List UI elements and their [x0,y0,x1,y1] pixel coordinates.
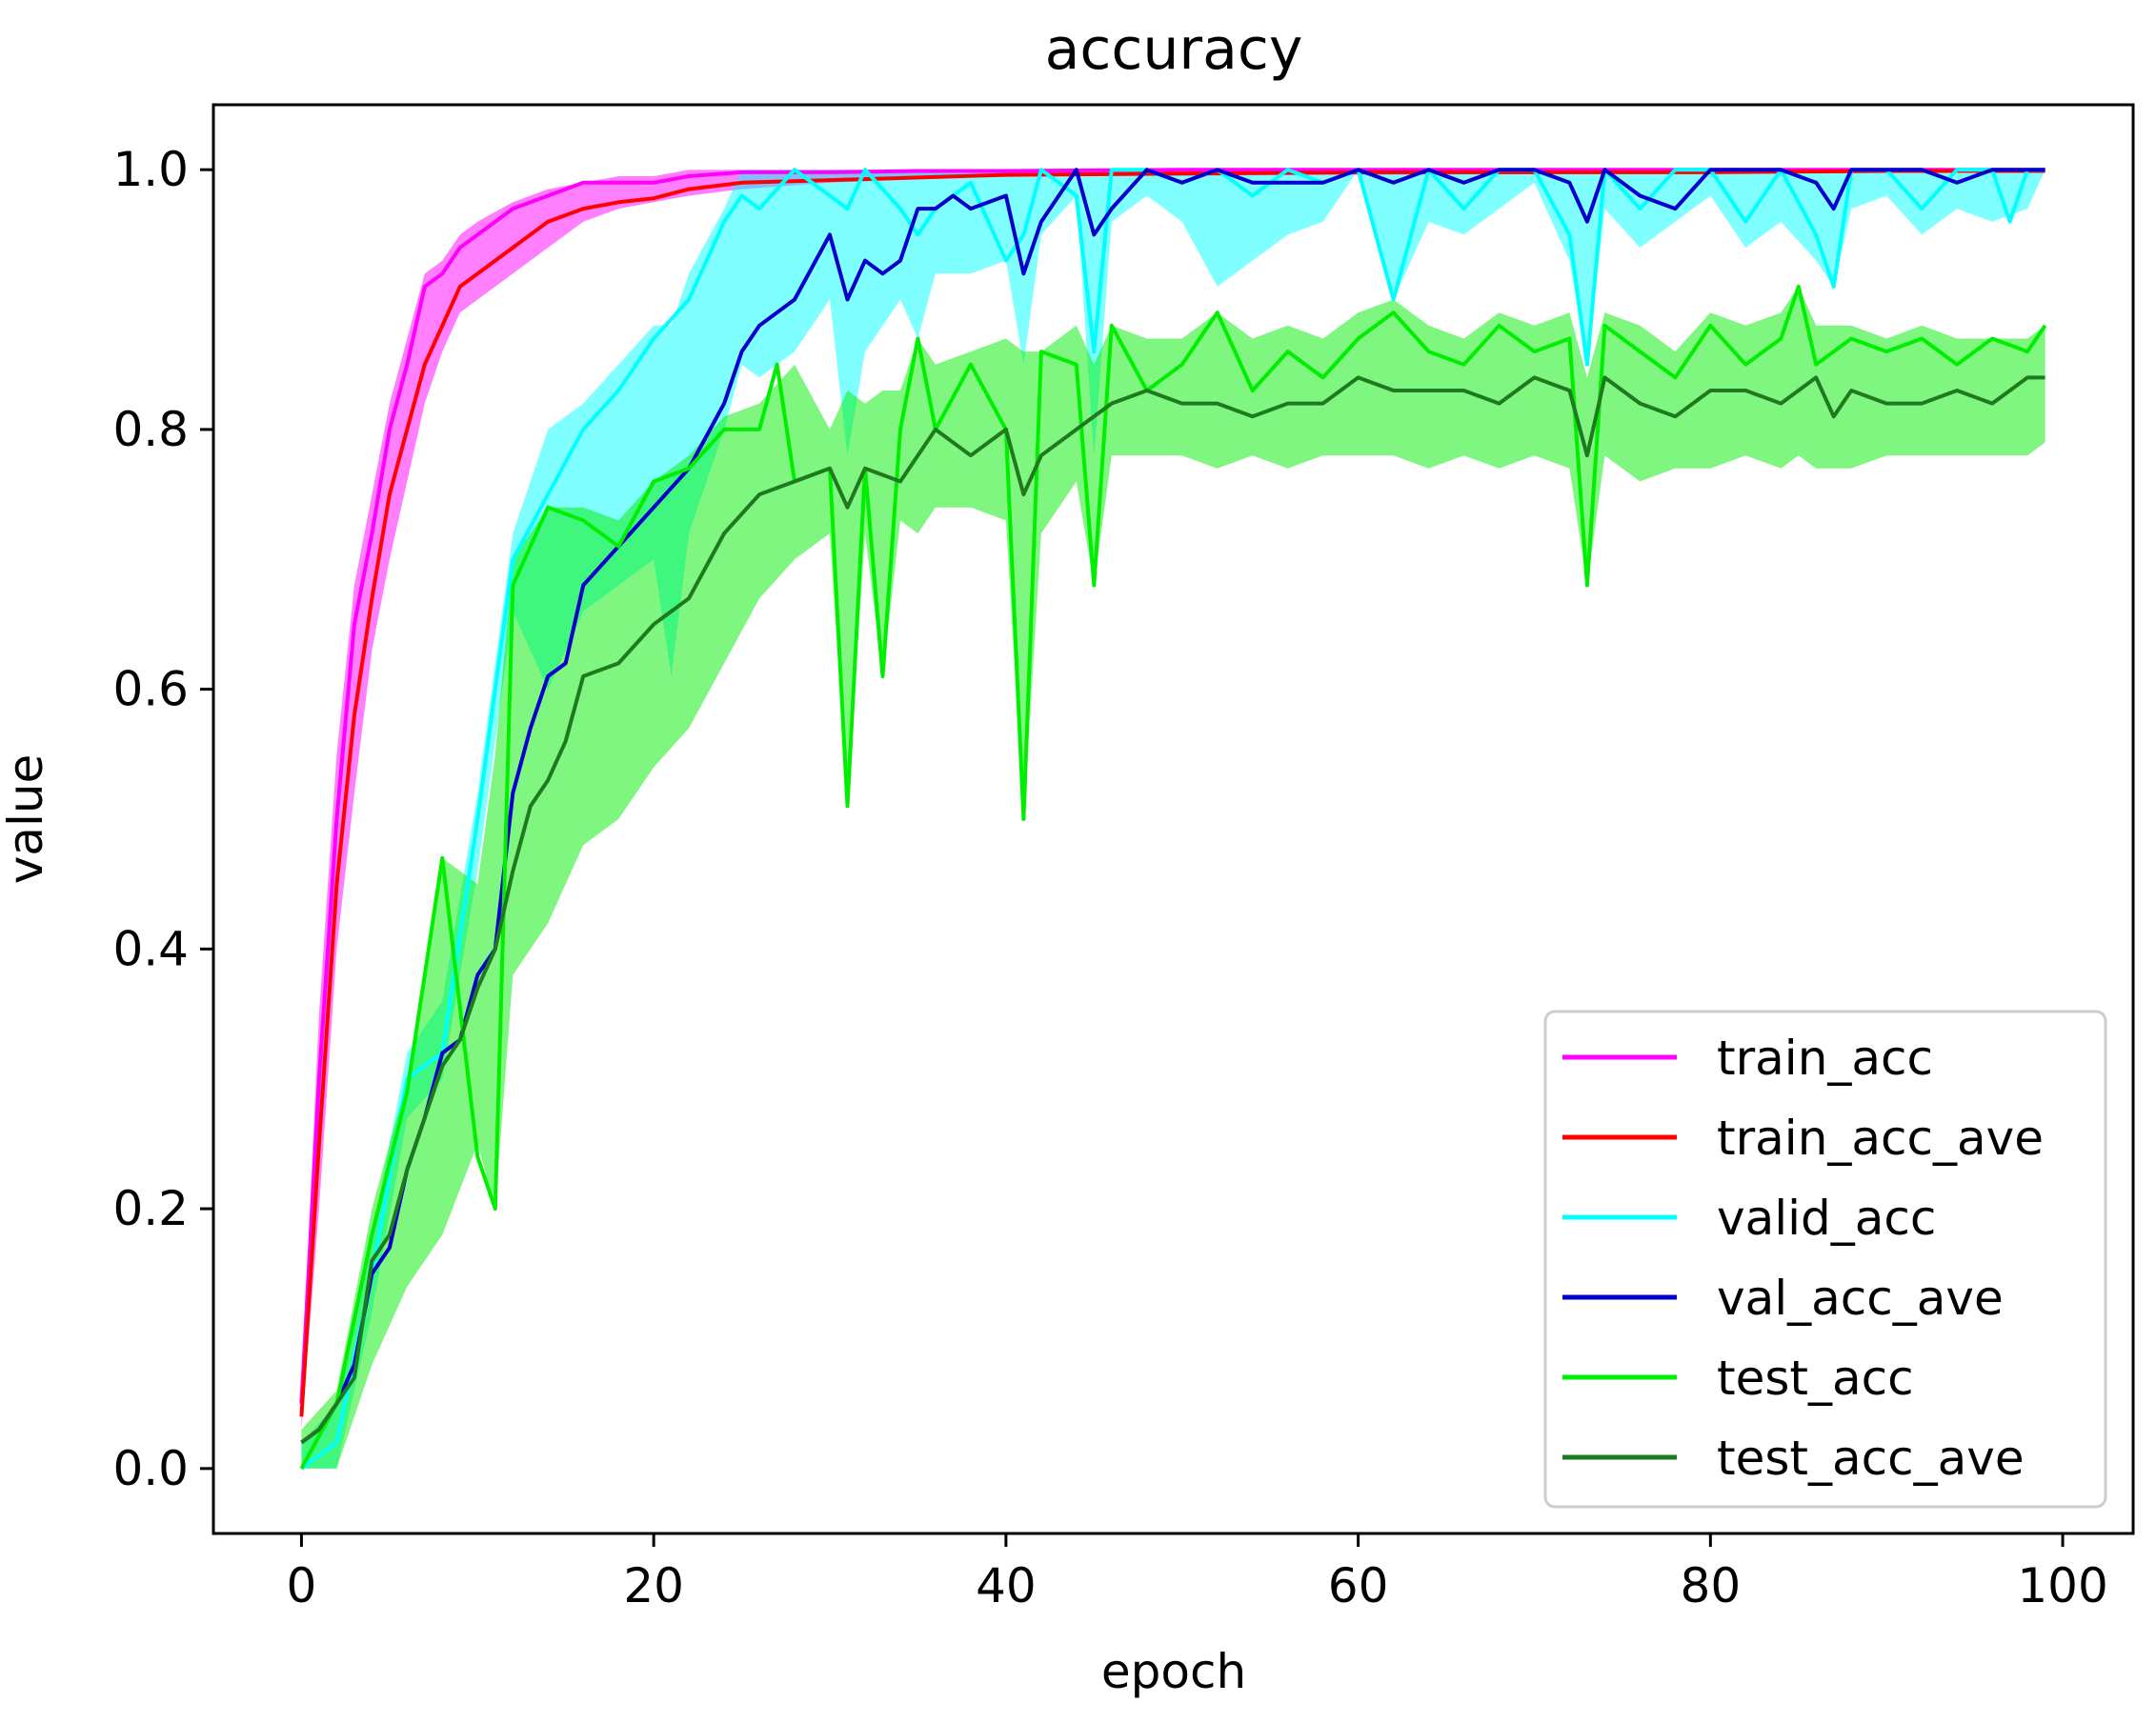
x-axis-label: epoch [1101,1644,1246,1699]
chart-title: accuracy [1045,16,1303,83]
band-test-acc [301,286,2045,1469]
x-tick-label: 80 [1681,1558,1742,1613]
y-axis-ticks: 0.0 0.2 0.4 0.6 0.8 1.0 [112,142,213,1496]
legend-entries: train_acc train_acc_ave valid_acc val_acc_a… [1562,1031,2044,1486]
y-tick-label: 0.4 [112,921,189,976]
x-axis-ticks: 0 20 40 60 80 100 [287,1533,2108,1613]
x-tick-label: 40 [976,1558,1037,1613]
legend-label-train-acc-ave: train_acc_ave [1717,1111,2044,1166]
x-tick-label: 0 [287,1558,317,1613]
y-tick-label: 1.0 [112,142,189,197]
series-line-train-acc [299,168,2045,1404]
legend-label-test-acc: test_acc [1717,1351,1914,1406]
y-tick-label: 0.6 [112,662,189,717]
x-tick-label: 60 [1328,1558,1389,1613]
confidence-bands [301,170,2045,1469]
x-tick-label: 20 [623,1558,684,1613]
band-train-acc [301,170,2045,1430]
y-tick-label: 0.0 [112,1441,189,1496]
y-tick-label: 0.2 [112,1181,189,1236]
series-line-val-acc-ave [300,168,2045,1445]
y-axis-label: value [0,754,53,885]
legend: train_acc train_acc_ave valid_acc val_acc_a… [1543,1010,2107,1509]
series-lines [299,168,2047,1471]
x-tick-label: 100 [2017,1558,2107,1613]
y-tick-label: 0.8 [112,402,189,457]
plot-frame [212,103,2135,1535]
legend-label-test-acc-ave: test_acc_ave [1717,1431,2025,1486]
series-line-test-acc-ave [300,375,2045,1445]
legend-label-train-acc: train_acc [1717,1031,1933,1086]
series-line-test-acc [299,284,2047,1470]
legend-label-valid-acc: valid_acc [1717,1191,1936,1246]
legend-label-val-acc-ave: val_acc_ave [1717,1271,2004,1326]
legend-box [1543,1010,2107,1509]
